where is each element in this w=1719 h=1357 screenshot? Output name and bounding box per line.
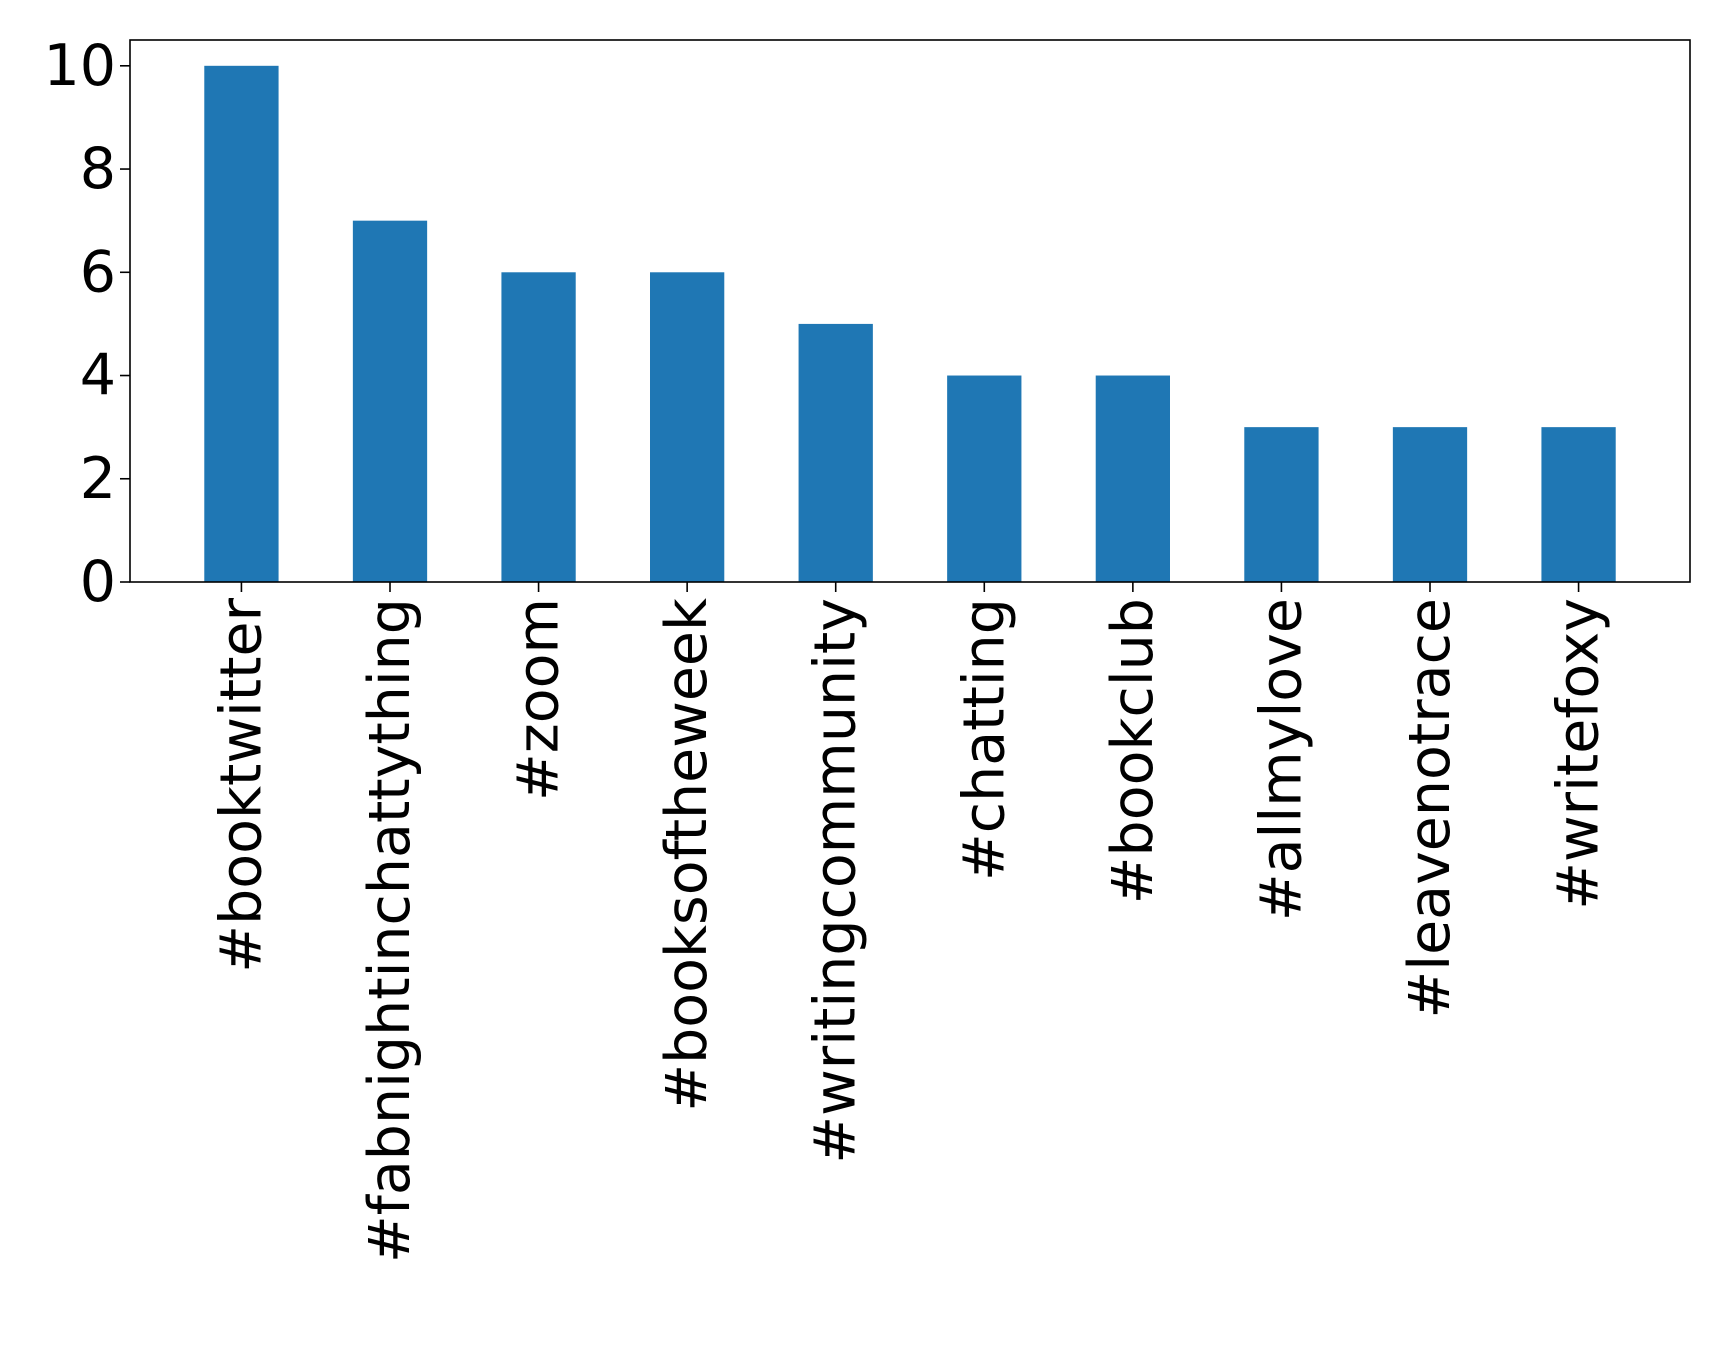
x-tick-label: #zoom bbox=[506, 598, 572, 801]
bar-leavenotrace bbox=[1392, 427, 1468, 582]
x-tick-label: #chatting bbox=[951, 598, 1017, 881]
y-tick-label: 2 bbox=[80, 446, 116, 512]
bar-booktwitter bbox=[204, 65, 279, 583]
x-tick-label: #writefoxy bbox=[1546, 598, 1612, 910]
x-tick-label: #bookclub bbox=[1100, 598, 1166, 904]
bar-allmylove bbox=[1244, 427, 1319, 582]
plot-frame bbox=[129, 39, 1691, 583]
x-axis: #booktwitter #fabnightinchattything #zoom #… bbox=[208, 582, 1612, 1263]
y-tick-label: 10 bbox=[43, 33, 116, 99]
bar-zoom bbox=[501, 272, 576, 582]
y-tick-label: 0 bbox=[80, 549, 116, 615]
x-tick-label: #booktwitter bbox=[208, 597, 274, 972]
x-tick-label: #booksoftheweek bbox=[654, 598, 720, 1112]
bar-writingcommunity bbox=[798, 323, 873, 582]
x-tick-label: #leavenotrace bbox=[1397, 598, 1463, 1019]
x-tick-label: #allmylove bbox=[1248, 598, 1314, 921]
bar-booksoftheweek bbox=[650, 272, 725, 582]
bars-group bbox=[204, 65, 1616, 583]
bar-writefoxy bbox=[1541, 427, 1616, 582]
x-tick-label: #writingcommunity bbox=[803, 598, 869, 1164]
bar-fabnightinchattything bbox=[352, 220, 428, 582]
bar-bookclub bbox=[1095, 375, 1170, 582]
y-tick-label: 8 bbox=[80, 136, 116, 202]
y-axis: 0 2 4 6 8 10 bbox=[43, 33, 130, 615]
y-tick-label: 6 bbox=[80, 239, 116, 305]
x-tick-label: #fabnightinchattything bbox=[357, 598, 423, 1263]
y-tick-label: 4 bbox=[80, 343, 116, 409]
bar-chatting bbox=[947, 375, 1022, 582]
